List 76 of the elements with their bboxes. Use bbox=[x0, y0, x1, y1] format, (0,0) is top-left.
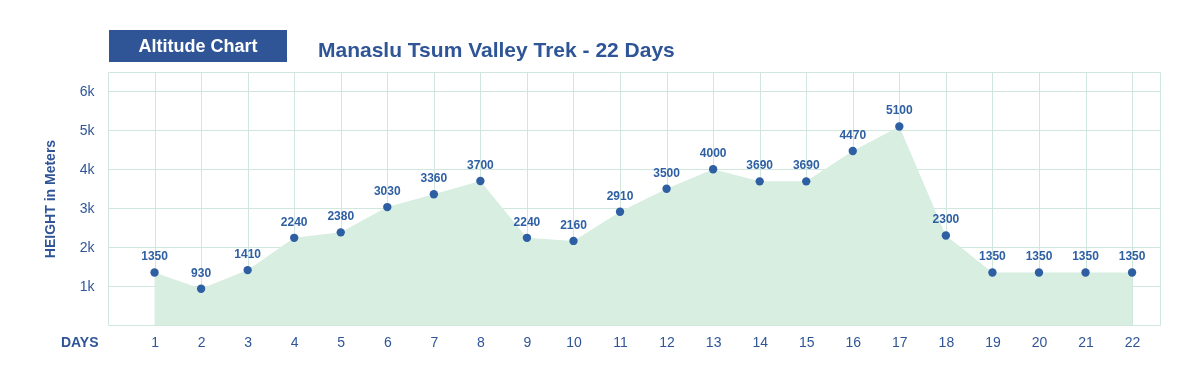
y-tick-label: 2k bbox=[79, 238, 96, 255]
data-label: 1350 bbox=[141, 249, 169, 264]
data-label: 3030 bbox=[373, 184, 401, 199]
point bbox=[941, 231, 951, 240]
text: Altitude Chart bbox=[109, 30, 287, 62]
point bbox=[150, 268, 159, 277]
point bbox=[708, 165, 718, 174]
x-tick-label: 8 bbox=[476, 333, 485, 350]
point bbox=[1081, 268, 1090, 277]
x-tick-label: 15 bbox=[798, 333, 815, 350]
point bbox=[848, 146, 857, 156]
point bbox=[755, 177, 764, 186]
data-label: 1350 bbox=[1118, 249, 1146, 264]
point bbox=[196, 284, 206, 293]
x-tick-label: 7 bbox=[430, 333, 439, 350]
point bbox=[569, 236, 578, 246]
data-label: 4000 bbox=[699, 146, 727, 161]
x-tick-label: 4 bbox=[290, 333, 299, 350]
point bbox=[290, 233, 299, 242]
data-label: 2300 bbox=[932, 212, 960, 227]
point bbox=[615, 207, 625, 216]
point bbox=[988, 268, 997, 277]
data-label: 3690 bbox=[746, 158, 774, 173]
y-tick-label: 5k bbox=[79, 121, 96, 138]
point bbox=[1127, 268, 1137, 277]
chart-title: Manaslu Tsum Valley Trek - 22 Days bbox=[318, 38, 675, 62]
data-label: 3690 bbox=[792, 158, 820, 173]
x-tick-label: 9 bbox=[523, 333, 532, 350]
y-tick-label: 3k bbox=[79, 199, 96, 216]
data-label: 1350 bbox=[1072, 249, 1100, 264]
x-tick-label: 12 bbox=[659, 333, 676, 350]
y-tick-label: 6k bbox=[79, 82, 96, 99]
x-tick-label: 6 bbox=[383, 333, 392, 350]
x-tick-label: 21 bbox=[1078, 333, 1095, 350]
point bbox=[429, 190, 439, 199]
x-tick-label: 13 bbox=[705, 333, 722, 350]
x-tick-label: 17 bbox=[892, 333, 908, 350]
x-axis-title: DAYS bbox=[60, 333, 99, 350]
y-tick-label: 4k bbox=[79, 160, 96, 177]
data-label: 4470 bbox=[839, 128, 867, 143]
x-tick-label: 20 bbox=[1031, 333, 1048, 350]
data-label: 1410 bbox=[234, 247, 262, 262]
point bbox=[383, 202, 392, 212]
x-tick-label: 19 bbox=[985, 333, 1001, 350]
data-label: 3360 bbox=[420, 171, 448, 186]
x-tick-label: 18 bbox=[938, 333, 955, 350]
data-label: 5100 bbox=[885, 103, 913, 118]
data-label: 2240 bbox=[280, 214, 308, 229]
data-label: 1350 bbox=[979, 249, 1007, 264]
x-tick-label: 11 bbox=[613, 333, 629, 350]
x-tick-label: 5 bbox=[337, 333, 346, 350]
data-label: 930 bbox=[191, 265, 212, 280]
x-tick-label: 10 bbox=[566, 333, 582, 350]
point bbox=[522, 233, 532, 242]
x-tick-label: 16 bbox=[845, 333, 862, 350]
data-label: 2910 bbox=[606, 188, 634, 203]
point bbox=[802, 177, 811, 186]
x-tick-label: 3 bbox=[244, 333, 253, 350]
point bbox=[1034, 268, 1044, 277]
point bbox=[895, 122, 904, 131]
data-label: 2380 bbox=[327, 209, 355, 224]
data-label: 1350 bbox=[1025, 249, 1053, 264]
data-label: 2160 bbox=[560, 217, 588, 232]
x-tick-label: 14 bbox=[752, 333, 769, 350]
x-tick-label: 1 bbox=[151, 333, 160, 350]
y-tick-label: 1k bbox=[79, 277, 96, 294]
point bbox=[243, 265, 252, 275]
y-axis-title: HEIGHT in Meters bbox=[41, 139, 58, 259]
data-label: 2240 bbox=[513, 214, 541, 229]
x-tick-label: 2 bbox=[197, 333, 206, 350]
x-tick-label: 22 bbox=[1124, 333, 1141, 350]
point bbox=[476, 176, 485, 186]
data-label: 3700 bbox=[467, 157, 495, 172]
point bbox=[336, 228, 345, 237]
data-label: 3500 bbox=[653, 165, 681, 180]
point bbox=[662, 184, 671, 193]
